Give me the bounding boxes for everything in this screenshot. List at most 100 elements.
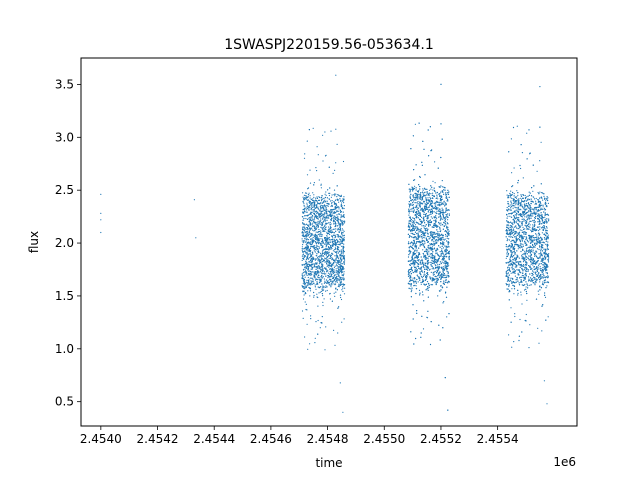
data-point — [338, 224, 340, 226]
data-point — [446, 262, 449, 264]
data-point — [315, 228, 317, 230]
data-point — [420, 274, 422, 276]
data-point — [340, 214, 342, 216]
data-point — [448, 191, 450, 193]
data-point — [436, 260, 438, 263]
data-point — [419, 267, 421, 269]
data-point — [339, 223, 341, 225]
data-point — [309, 270, 311, 272]
data-point — [302, 233, 304, 235]
data-point — [446, 316, 448, 318]
data-point — [343, 257, 345, 260]
data-point — [443, 243, 445, 246]
data-point — [435, 282, 437, 284]
data-point — [309, 277, 311, 279]
data-point — [321, 253, 323, 255]
data-point — [331, 256, 333, 258]
data-point — [440, 200, 442, 202]
data-point — [438, 213, 440, 215]
data-point — [428, 225, 430, 227]
data-point — [424, 240, 426, 242]
data-point — [310, 211, 312, 213]
data-point — [314, 246, 316, 249]
data-point — [332, 234, 334, 236]
data-point — [440, 222, 442, 224]
data-point — [409, 190, 411, 192]
data-point — [444, 263, 447, 265]
data-point — [438, 223, 440, 225]
data-point — [308, 200, 310, 202]
data-point — [409, 277, 411, 279]
data-point — [412, 261, 414, 263]
data-point — [445, 208, 447, 210]
data-point — [340, 260, 342, 262]
data-point — [324, 224, 326, 226]
data-point — [442, 218, 444, 220]
data-point — [314, 271, 316, 273]
data-point — [445, 249, 447, 251]
data-point — [304, 198, 306, 200]
data-point — [311, 259, 313, 261]
data-point — [446, 268, 449, 270]
data-point — [438, 201, 440, 203]
data-point — [343, 277, 345, 279]
data-point — [317, 216, 319, 218]
data-point — [326, 259, 328, 261]
data-point — [444, 260, 446, 262]
data-point — [427, 208, 429, 210]
data-point — [303, 226, 305, 228]
data-point — [308, 192, 310, 194]
data-point — [438, 209, 440, 211]
data-point — [330, 229, 332, 232]
data-point — [440, 123, 442, 125]
data-point — [446, 209, 448, 212]
data-point — [335, 211, 337, 213]
data-point — [337, 228, 340, 230]
data-point — [425, 213, 427, 215]
data-point — [411, 236, 413, 238]
data-point — [425, 275, 427, 278]
data-point — [331, 194, 333, 196]
data-point — [307, 224, 309, 226]
data-point — [329, 268, 331, 270]
data-point — [432, 189, 434, 191]
data-point — [305, 308, 307, 311]
data-point — [412, 190, 414, 192]
data-point — [434, 161, 436, 163]
data-point — [410, 188, 412, 190]
data-point — [423, 283, 425, 285]
data-point — [302, 200, 304, 203]
data-point — [329, 279, 331, 281]
data-point — [320, 280, 322, 282]
data-point — [340, 298, 343, 301]
data-point — [308, 213, 310, 216]
data-point — [302, 277, 305, 279]
data-point — [324, 219, 326, 221]
data-point — [333, 270, 335, 272]
data-point — [329, 224, 331, 226]
data-point — [330, 254, 332, 256]
data-point — [421, 225, 423, 227]
data-point — [410, 271, 412, 273]
data-point — [306, 243, 308, 245]
data-point — [318, 282, 321, 284]
data-point — [447, 219, 449, 221]
data-point — [409, 252, 411, 254]
data-point — [329, 293, 331, 295]
data-point — [304, 210, 306, 213]
data-point — [318, 233, 320, 235]
data-point — [428, 251, 430, 253]
data-point — [316, 196, 318, 198]
data-point — [335, 268, 337, 270]
data-point — [444, 216, 446, 219]
data-point — [313, 276, 315, 278]
data-point — [320, 231, 322, 234]
data-point — [317, 277, 319, 279]
data-point — [329, 192, 331, 194]
data-point — [407, 260, 409, 262]
data-point — [336, 238, 338, 241]
data-point — [337, 235, 339, 237]
data-point — [411, 256, 413, 258]
data-point — [422, 231, 424, 233]
data-point — [303, 157, 306, 159]
